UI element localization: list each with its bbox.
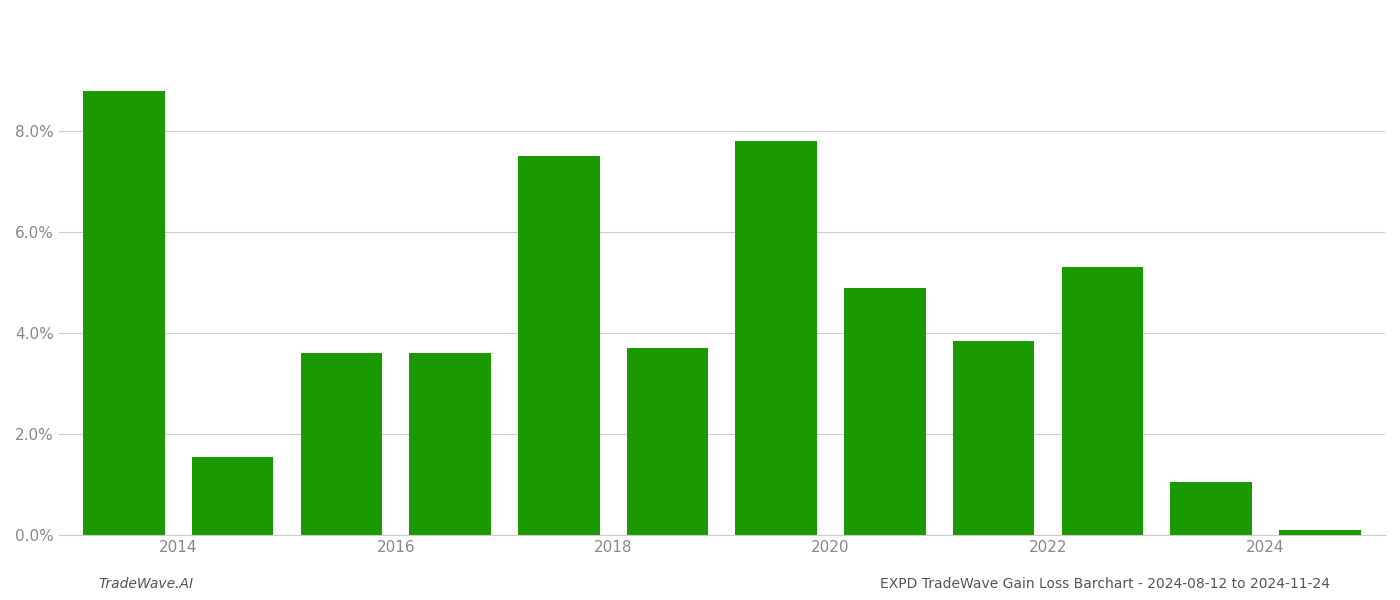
Bar — [192, 457, 273, 535]
Bar — [518, 157, 599, 535]
Text: TradeWave.AI: TradeWave.AI — [98, 577, 193, 591]
Bar — [409, 353, 491, 535]
Bar — [627, 348, 708, 535]
Bar — [844, 287, 925, 535]
Bar — [1170, 482, 1252, 535]
Bar — [83, 91, 165, 535]
Bar — [301, 353, 382, 535]
Bar — [735, 141, 818, 535]
Bar — [953, 341, 1035, 535]
Bar — [1280, 530, 1361, 535]
Text: EXPD TradeWave Gain Loss Barchart - 2024-08-12 to 2024-11-24: EXPD TradeWave Gain Loss Barchart - 2024… — [881, 577, 1330, 591]
Bar — [1061, 268, 1144, 535]
